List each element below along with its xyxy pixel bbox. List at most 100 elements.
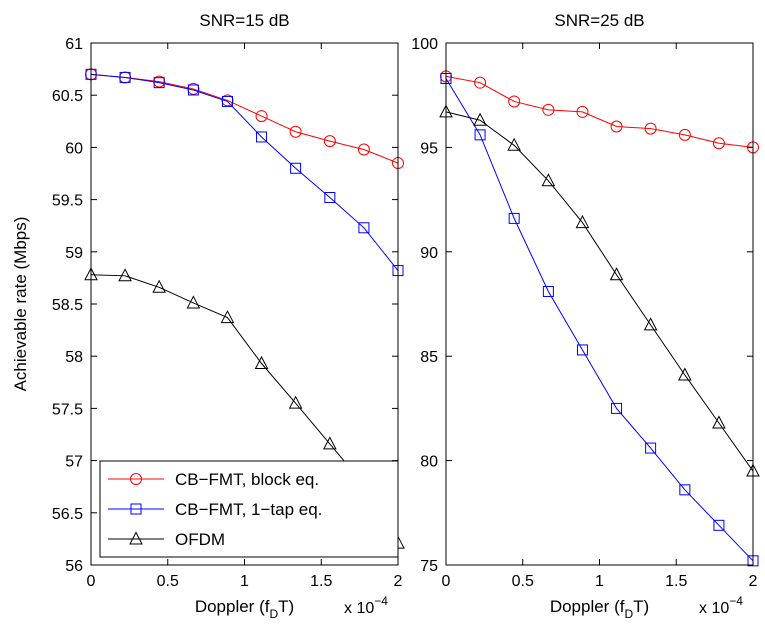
y-axis-label: Achievable rate (Mbps) [11, 217, 30, 392]
y-tick-label: 59 [65, 245, 83, 262]
x-tick-label: 0 [442, 573, 451, 590]
x-tick-label: 0.5 [157, 573, 179, 590]
series-line-2 [90, 73, 399, 271]
data-point-s1-5 [576, 105, 589, 118]
data-point-s1-8 [323, 135, 336, 148]
x-axis-label-end: T) [633, 597, 649, 616]
y-tick-label: 100 [411, 36, 438, 53]
x-axis-multiplier-exp: −4 [374, 594, 388, 608]
y-tick-label: 75 [420, 558, 438, 575]
legend-label: CB−FMT, 1−tap eq. [175, 500, 322, 519]
data-point-s2-6 [611, 402, 623, 414]
y-tick-label: 60.5 [52, 88, 83, 105]
data-point-s3-4 [186, 295, 201, 309]
series-line-1 [445, 75, 754, 148]
legend-marker-square [130, 503, 142, 515]
y-tick-label: 59.5 [52, 193, 83, 210]
legend-label: CB−FMT, block eq. [175, 470, 319, 489]
data-point-s3-5 [220, 309, 235, 324]
y-tick-label: 56 [65, 558, 83, 575]
data-point-s1-2 [474, 76, 487, 89]
x-axis-multiplier-base: x 10 [344, 600, 374, 617]
x-axis-label-sub: D [624, 607, 633, 621]
y-tick-label: 57.5 [52, 401, 83, 418]
x-axis-label-end: T) [278, 597, 294, 616]
chart-title: SNR=15 dB [199, 11, 289, 30]
y-tick-label: 57 [65, 454, 83, 471]
y-tick-label: 58.5 [52, 297, 83, 314]
data-point-s2-9 [713, 519, 725, 531]
data-point-s2-7 [645, 442, 657, 454]
legend-marker-triangle [129, 531, 143, 545]
data-point-s2-6 [256, 131, 268, 143]
data-point-s3-9 [712, 415, 726, 429]
data-point-s2-5 [221, 95, 233, 107]
data-point-s2-4 [542, 285, 554, 297]
x-axis-multiplier: x 10−4 [699, 594, 743, 617]
x-tick-label: 2 [394, 573, 403, 590]
data-point-s2-5 [576, 344, 588, 356]
x-tick-label: 1 [595, 573, 604, 590]
chart-panel-2: 0 0.5 1 1.5 2 75 80 85 90 95 100 SNR=25 dB Doppler (… [411, 11, 760, 621]
data-point-s3-4 [541, 173, 556, 187]
y-tick-label: 58 [65, 349, 83, 366]
data-point-s2-8 [324, 192, 336, 204]
data-point-s3-3 [507, 137, 521, 151]
data-point-s3-3 [152, 279, 166, 293]
data-point-s3-2 [473, 112, 487, 126]
data-point-s2-8 [679, 484, 691, 496]
data-point-s3-7 [288, 395, 303, 409]
legend-label: OFDM [175, 530, 225, 549]
data-point-s1-8 [678, 128, 691, 141]
x-axis-label: Doppler (fDT) [195, 597, 294, 621]
legend: CB−FMT, block eq. CB−FMT, 1−tap eq. OFDM [99, 460, 399, 558]
data-point-s2-3 [508, 212, 520, 224]
x-axis-multiplier: x 10−4 [344, 594, 388, 617]
data-point-s2-2 [474, 129, 486, 141]
x-axis-label-main: Doppler (f [195, 597, 270, 616]
data-point-s2-4 [187, 84, 199, 96]
legend-item: OFDM [108, 530, 225, 549]
data-point-s3-8 [678, 367, 692, 381]
x-axis-label-sub: D [269, 607, 278, 621]
data-point-s1-7 [289, 125, 302, 138]
data-point-s1-7 [644, 122, 657, 135]
legend-item: CB−FMT, 1−tap eq. [108, 500, 322, 519]
x-axis-label-main: Doppler (f [550, 597, 625, 616]
data-point-s2-3 [153, 77, 165, 89]
data-point-s1-3 [508, 95, 521, 108]
y-tick-label: 60 [65, 140, 83, 157]
data-point-s1-6 [610, 120, 623, 133]
data-point-s3-8 [323, 436, 337, 450]
data-point-s3-6 [254, 355, 269, 370]
data-point-s2-9 [358, 222, 370, 234]
x-axis-multiplier-exp: −4 [729, 594, 743, 608]
y-tick-label: 90 [420, 245, 438, 262]
series-line-2 [445, 78, 754, 562]
data-point-s3-7 [643, 317, 658, 331]
x-tick-label: 1 [240, 573, 249, 590]
y-tick-label: 80 [420, 454, 438, 471]
data-point-s3-6 [609, 267, 624, 281]
y-tick-label: 95 [420, 140, 438, 157]
data-point-s3-5 [575, 214, 590, 229]
y-tick-label: 56.5 [52, 506, 83, 523]
data-point-s2-2 [119, 71, 131, 83]
x-axis-multiplier-base: x 10 [699, 600, 729, 617]
legend-item: CB−FMT, block eq. [108, 470, 319, 489]
x-tick-label: 0.5 [512, 573, 534, 590]
series-line-1 [90, 73, 399, 164]
x-tick-label: 1.5 [665, 573, 687, 590]
data-point-s1-4 [542, 103, 555, 116]
data-point-s3-2 [118, 268, 132, 282]
x-axis-label: Doppler (fDT) [550, 597, 649, 621]
data-point-s1-6 [255, 110, 268, 123]
y-tick-label: 85 [420, 349, 438, 366]
chart-title: SNR=25 dB [554, 11, 644, 30]
series-line-3 [445, 111, 754, 472]
x-tick-label: 0 [87, 573, 96, 590]
x-tick-label: 1.5 [310, 573, 332, 590]
data-point-s2-7 [290, 162, 302, 174]
chart-panel-1: 0 0.5 1 1.5 2 56 56.5 57 57.5 58 58.5 59 59.5 60 60.5 6… [11, 11, 405, 621]
